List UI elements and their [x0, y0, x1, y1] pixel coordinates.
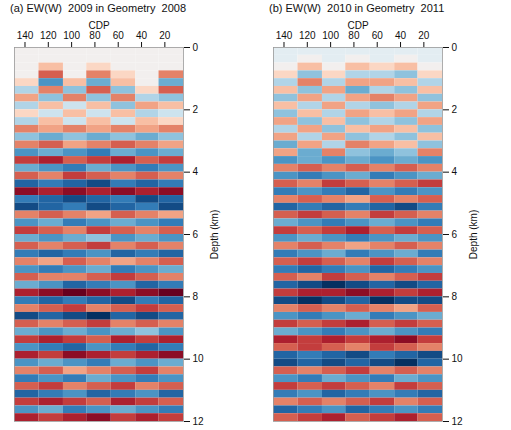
svg-text:10: 10: [452, 353, 464, 364]
svg-text:100: 100: [63, 30, 80, 41]
svg-text:6: 6: [452, 229, 458, 240]
html-text:(a) EW(W) 2009 in Geometry 200: (a) EW(W) 2009 in Geometry 2008: [10, 2, 187, 14]
svg-text:60: 60: [113, 30, 125, 41]
svg-text:12: 12: [452, 416, 464, 427]
svg-text:4: 4: [452, 166, 458, 177]
svg-text:CDP: CDP: [88, 20, 109, 31]
svg-text:80: 80: [348, 30, 360, 41]
svg-text:4: 4: [193, 166, 199, 177]
svg-text:8: 8: [193, 291, 199, 302]
svg-text:2: 2: [193, 104, 199, 115]
svg-text:20: 20: [159, 30, 171, 41]
svg-text:6: 6: [193, 229, 199, 240]
svg-text:0: 0: [452, 42, 458, 53]
svg-text:8: 8: [452, 291, 458, 302]
svg-text:120: 120: [40, 30, 57, 41]
svg-text:12: 12: [193, 416, 205, 427]
svg-text:100: 100: [322, 30, 339, 41]
svg-text:Depth (km): Depth (km): [209, 210, 220, 259]
svg-text:40: 40: [395, 30, 407, 41]
svg-text:60: 60: [372, 30, 384, 41]
svg-text:2: 2: [452, 104, 458, 115]
svg-text:CDP: CDP: [347, 20, 368, 31]
svg-text:120: 120: [299, 30, 316, 41]
svg-text:Depth (km): Depth (km): [468, 210, 479, 259]
svg-text:140: 140: [276, 30, 293, 41]
svg-text:140: 140: [17, 30, 34, 41]
svg-text:80: 80: [89, 30, 101, 41]
svg-text:0: 0: [193, 42, 199, 53]
svg-text:40: 40: [136, 30, 148, 41]
svg-text:20: 20: [418, 30, 430, 41]
svg-text:10: 10: [193, 353, 205, 364]
html-text:(b) EW(W) 2010 in Geometry 201: (b) EW(W) 2010 in Geometry 2011: [269, 2, 445, 14]
